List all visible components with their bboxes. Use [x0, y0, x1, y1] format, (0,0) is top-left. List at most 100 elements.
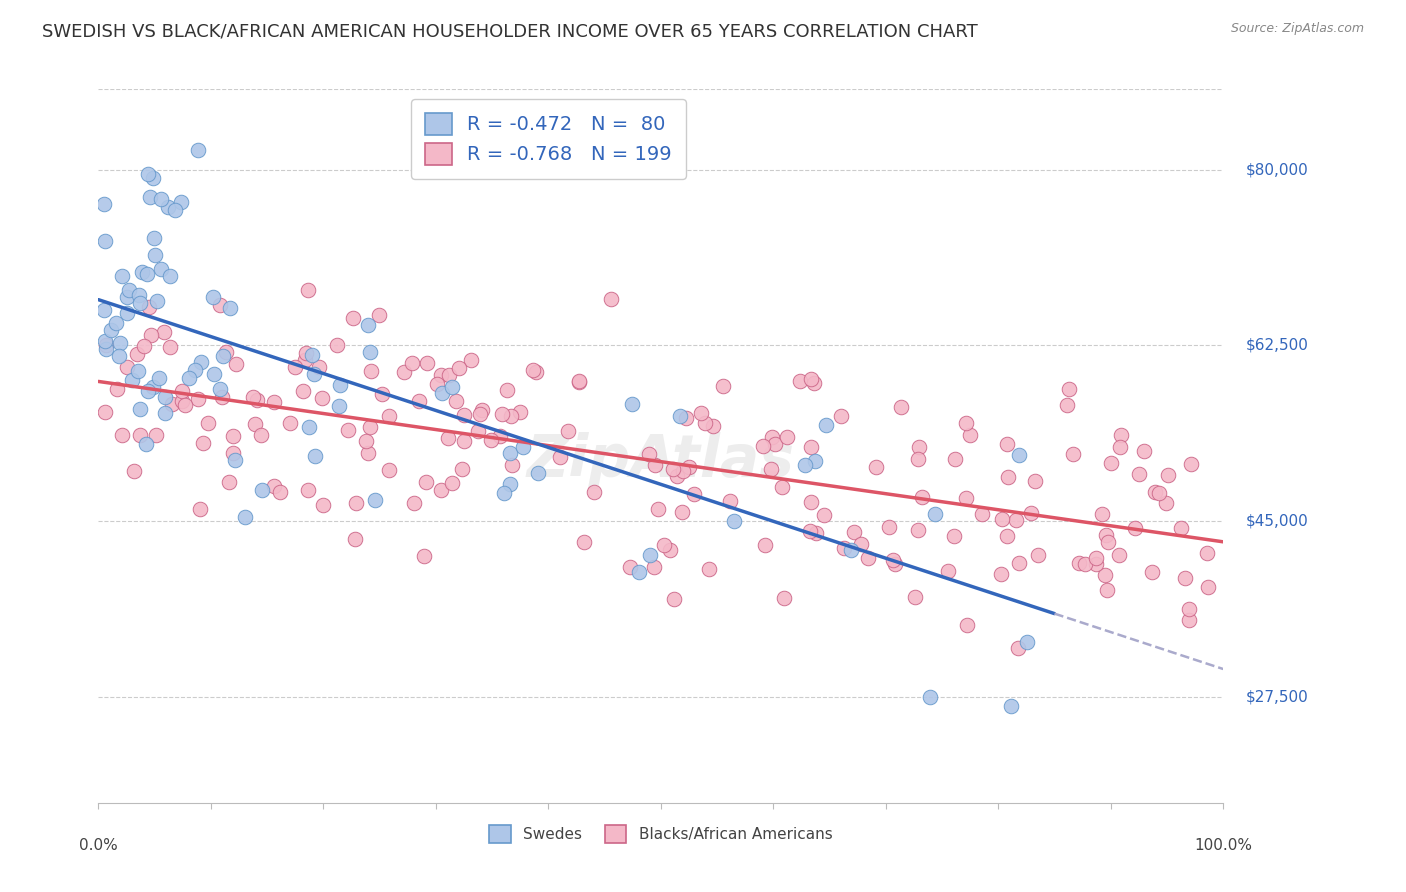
- Point: [138, 300, 160, 314]
- Point: [139, 327, 162, 342]
- Point: [659, 542, 682, 557]
- Point: [638, 548, 661, 562]
- Point: [1178, 602, 1201, 616]
- Point: [218, 475, 240, 490]
- Point: [344, 496, 367, 510]
- Point: [1067, 556, 1090, 570]
- Point: [693, 416, 716, 430]
- Point: [269, 484, 291, 499]
- Text: 100.0%: 100.0%: [1194, 838, 1253, 853]
- Point: [121, 373, 143, 387]
- Point: [188, 502, 211, 516]
- Point: [1008, 448, 1031, 462]
- Point: [671, 505, 693, 519]
- Point: [135, 436, 157, 450]
- Point: [647, 501, 669, 516]
- Point: [122, 464, 145, 478]
- Point: [690, 406, 713, 420]
- Point: [702, 419, 724, 434]
- Point: [492, 485, 515, 500]
- Point: [105, 382, 128, 396]
- Point: [233, 509, 256, 524]
- Point: [501, 458, 523, 472]
- Point: [804, 453, 827, 467]
- Point: [191, 435, 214, 450]
- Point: [488, 429, 510, 443]
- Point: [172, 393, 194, 408]
- Point: [1197, 546, 1219, 560]
- Point: [360, 364, 382, 378]
- Point: [291, 384, 314, 399]
- Point: [96, 338, 118, 352]
- Point: [752, 439, 775, 453]
- Point: [718, 493, 741, 508]
- Point: [441, 380, 464, 394]
- Point: [1057, 382, 1080, 396]
- Point: [415, 475, 437, 489]
- Point: [918, 690, 941, 705]
- Point: [170, 384, 193, 398]
- Point: [93, 197, 115, 211]
- Point: [143, 248, 166, 262]
- Point: [297, 283, 319, 297]
- Point: [813, 508, 835, 522]
- Point: [789, 374, 811, 388]
- Point: [131, 264, 153, 278]
- Point: [139, 190, 162, 204]
- Point: [222, 428, 245, 442]
- Point: [202, 367, 225, 381]
- Point: [153, 406, 176, 420]
- Point: [129, 427, 152, 442]
- Point: [652, 538, 675, 552]
- Text: $27,500: $27,500: [1246, 690, 1309, 705]
- Point: [357, 446, 380, 460]
- Point: [1109, 427, 1132, 442]
- Point: [174, 398, 197, 412]
- Point: [662, 461, 685, 475]
- Point: [408, 394, 430, 409]
- Point: [401, 356, 423, 370]
- Point: [148, 370, 170, 384]
- Point: [793, 458, 815, 472]
- Point: [118, 283, 141, 297]
- Point: [1099, 456, 1122, 470]
- Point: [136, 384, 159, 398]
- Point: [93, 234, 115, 248]
- Point: [1123, 521, 1146, 535]
- Point: [392, 366, 415, 380]
- Point: [512, 441, 534, 455]
- Point: [308, 359, 330, 374]
- Point: [225, 357, 247, 371]
- Point: [263, 394, 285, 409]
- Point: [619, 560, 641, 574]
- Point: [302, 367, 325, 381]
- Point: [359, 420, 381, 434]
- Point: [1108, 548, 1130, 562]
- Point: [212, 349, 235, 363]
- Point: [1007, 641, 1029, 656]
- Point: [128, 288, 150, 302]
- Point: [222, 445, 245, 459]
- Point: [697, 562, 720, 576]
- Point: [943, 529, 966, 543]
- Point: [304, 449, 326, 463]
- Point: [496, 384, 519, 398]
- Point: [429, 483, 451, 497]
- Point: [849, 536, 872, 550]
- Point: [995, 529, 1018, 543]
- Point: [1097, 535, 1119, 549]
- Point: [763, 437, 786, 451]
- Point: [643, 560, 665, 574]
- Point: [911, 490, 934, 504]
- Point: [1128, 467, 1150, 481]
- Point: [430, 386, 453, 401]
- Point: [620, 397, 643, 411]
- Point: [159, 269, 181, 284]
- Point: [146, 293, 169, 308]
- Point: [877, 520, 900, 534]
- Point: [678, 459, 700, 474]
- Point: [142, 171, 165, 186]
- Point: [1147, 486, 1170, 500]
- Point: [134, 339, 156, 353]
- Point: [301, 348, 323, 362]
